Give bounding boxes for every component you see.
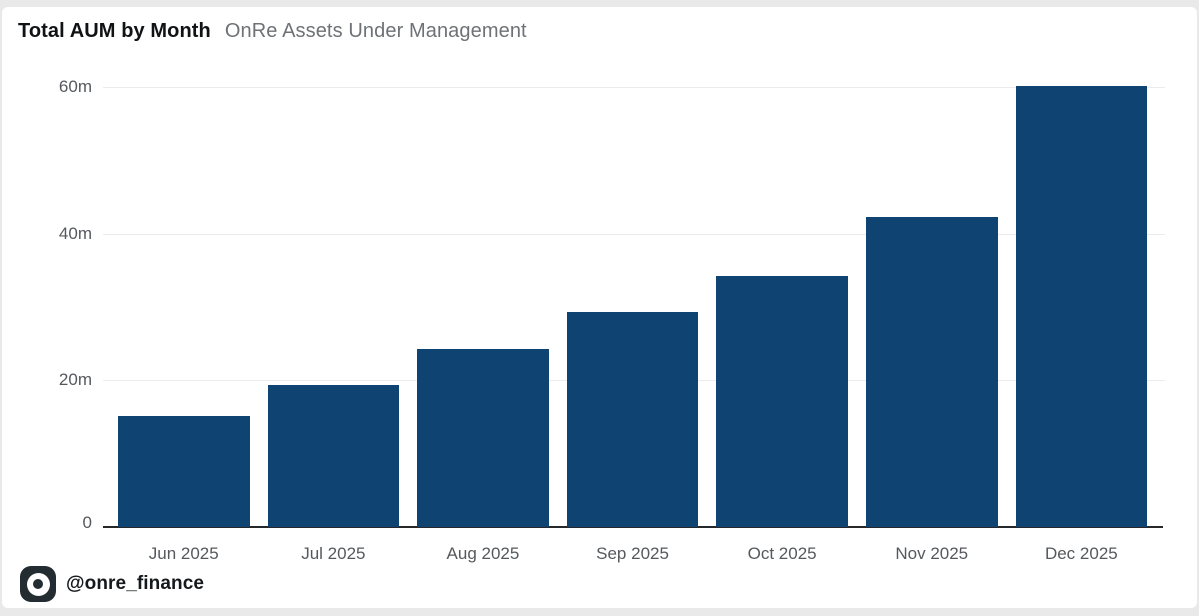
chart-card: Total AUM by Month OnRe Assets Under Man… [2, 7, 1197, 608]
bar [1015, 85, 1148, 527]
bar [866, 216, 998, 527]
x-axis-tick-label: Jun 2025 [148, 544, 219, 563]
bar [566, 312, 699, 527]
x-axis-tick-label: Aug 2025 [446, 544, 520, 563]
x-axis-line [103, 526, 1163, 528]
chart-subtitle: OnRe Assets Under Management [224, 20, 527, 42]
y-axis-tick-label: 40m [58, 223, 92, 243]
chart-title: Total AUM by Month [18, 20, 211, 42]
y-axis-tick-label: 60m [58, 77, 92, 96]
bar [118, 416, 250, 527]
bar [716, 276, 848, 527]
y-axis-tick-label: 20m [58, 370, 92, 390]
gridline [103, 87, 1165, 88]
logo-dot [33, 579, 43, 589]
y-axis-tick-label: 0 [82, 513, 92, 532]
logo-ring [26, 572, 50, 596]
x-axis-tick-label: Jul 2025 [301, 544, 366, 563]
chart-header: Total AUM by Month OnRe Assets Under Man… [18, 20, 527, 50]
x-axis-tick-label: Oct 2025 [747, 544, 817, 563]
gridline [103, 233, 1165, 235]
bar-chart-plot-area [103, 85, 1165, 528]
x-axis-tick-label: Nov 2025 [895, 544, 969, 563]
x-axis-tick-label: Sep 2025 [596, 544, 669, 563]
bar [267, 384, 400, 527]
x-axis-tick-label: Dec 2025 [1044, 544, 1118, 563]
onre-logo-icon [20, 566, 56, 602]
chart-footer: @onre_finance [20, 565, 204, 603]
footer-handle: @onre_finance [66, 573, 205, 594]
bar [417, 348, 549, 527]
